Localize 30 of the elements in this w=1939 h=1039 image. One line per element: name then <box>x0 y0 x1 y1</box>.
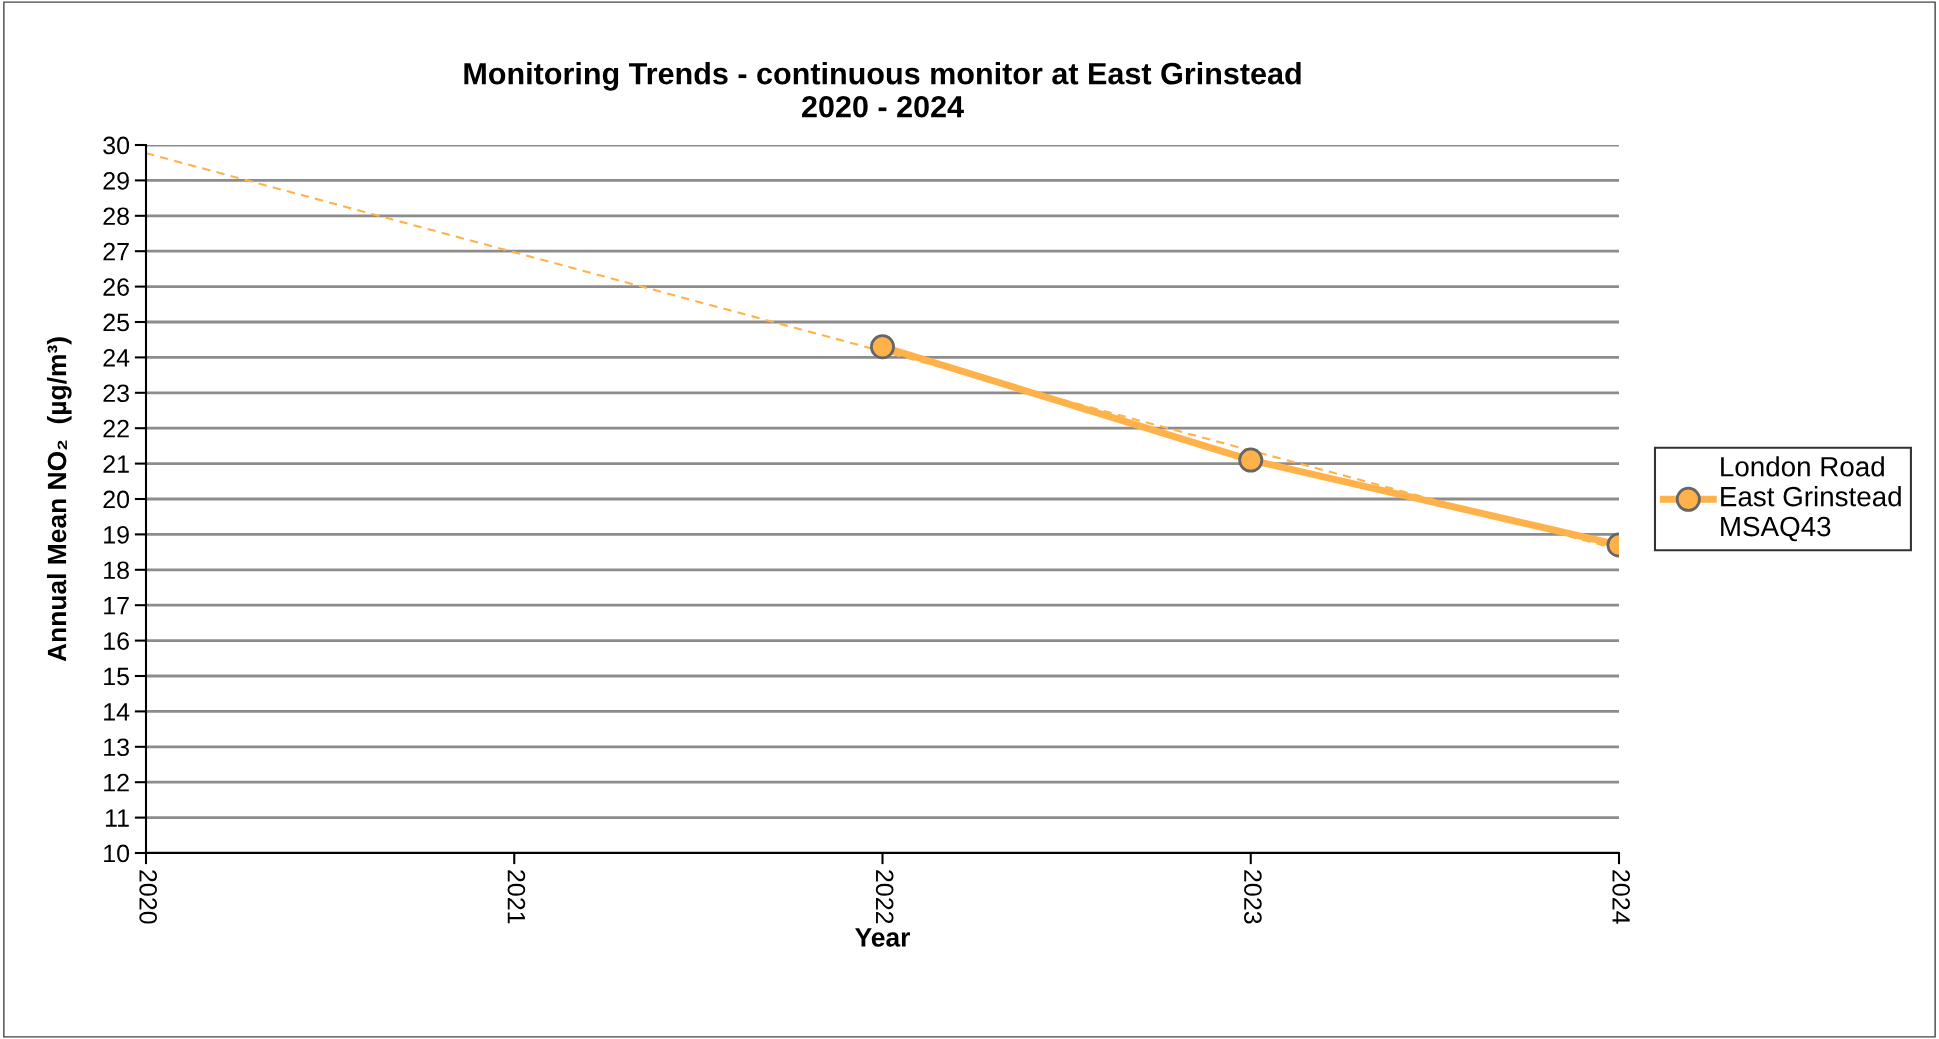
y-tick-label: 30 <box>103 136 130 155</box>
y-tick-label: 25 <box>103 313 129 332</box>
x-tick-label: 2020 <box>139 870 157 924</box>
y-tick-label: 24 <box>103 349 130 367</box>
y-tick-label: 13 <box>104 738 129 757</box>
y-tick-label: 17 <box>104 597 129 615</box>
x-tick-label: 2023 <box>1244 870 1262 924</box>
y-tick-label: 19 <box>104 526 129 544</box>
y-tick-label: 18 <box>104 561 129 580</box>
y-tick-label: 16 <box>104 632 129 650</box>
y-tick-label: 14 <box>104 703 130 721</box>
x-tick-label: 2022 <box>875 870 894 924</box>
y-tick-label: 15 <box>104 667 129 686</box>
y-tick-label: 28 <box>103 207 129 226</box>
y-tick-label: 26 <box>103 278 129 296</box>
legend-label: London Road East Grinstead MSAQ43 <box>1721 456 1901 542</box>
x-axis-title: Year <box>855 928 910 947</box>
y-tick-label: 22 <box>103 419 129 438</box>
y-tick-label: 29 <box>103 172 129 190</box>
chart-title: Monitoring Trends - continuous monitor at East Grinstead 2020 - 2024 <box>464 62 1301 118</box>
y-tick-label: 20 <box>103 490 130 509</box>
y-tick-label: 11 <box>105 809 129 827</box>
x-tick-label: 2024 <box>1612 870 1630 924</box>
y-tick-label: 12 <box>104 773 129 792</box>
y-tick-label: 27 <box>103 242 129 261</box>
x-tick-label: 2021 <box>507 870 526 924</box>
y-tick-label: 10 <box>104 844 130 863</box>
y-axis-title: Annual Mean NO₂ (µg/m³) <box>46 337 72 662</box>
y-tick-label: 21 <box>103 455 129 473</box>
y-tick-label: 23 <box>103 384 129 403</box>
